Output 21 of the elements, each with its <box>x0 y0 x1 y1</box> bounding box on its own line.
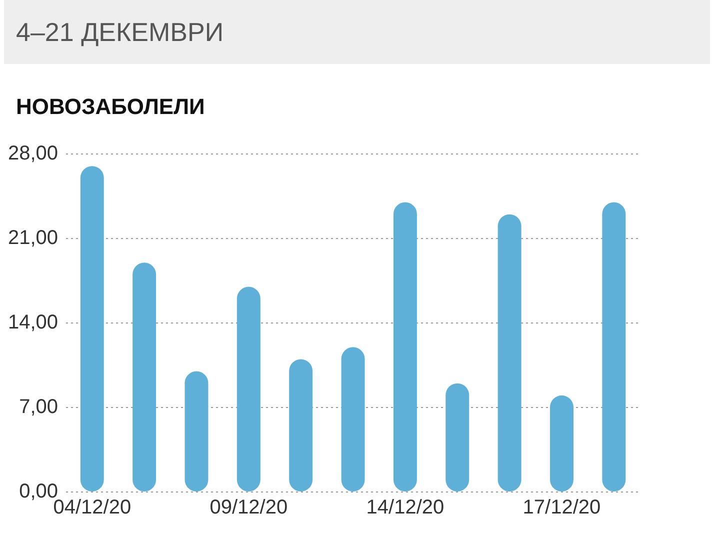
bar <box>602 202 626 492</box>
x-tick-label: 14/12/20 <box>366 496 444 519</box>
x-tick-label: 09/12/20 <box>210 496 288 519</box>
bar <box>236 286 260 492</box>
y-tick-label: 28,00 <box>8 142 58 165</box>
bar <box>80 166 104 492</box>
x-tick-label: 04/12/20 <box>53 496 132 519</box>
x-tick-label: 17/12/20 <box>522 496 601 519</box>
y-tick-label: 21,00 <box>8 227 58 250</box>
bar <box>341 347 365 492</box>
bar <box>393 202 417 492</box>
chart-title: 4–21 ДЕКЕМВРИ <box>4 0 710 64</box>
bar <box>132 262 156 492</box>
bar <box>498 214 522 492</box>
bar <box>289 359 313 492</box>
y-tick-label: 14,00 <box>8 312 58 334</box>
bar <box>184 371 208 492</box>
chart-subtitle: НОВОЗАБОЛЕЛИ <box>15 93 206 121</box>
bar <box>446 383 470 492</box>
y-tick-label: 7,00 <box>19 396 58 418</box>
bar <box>550 395 574 492</box>
